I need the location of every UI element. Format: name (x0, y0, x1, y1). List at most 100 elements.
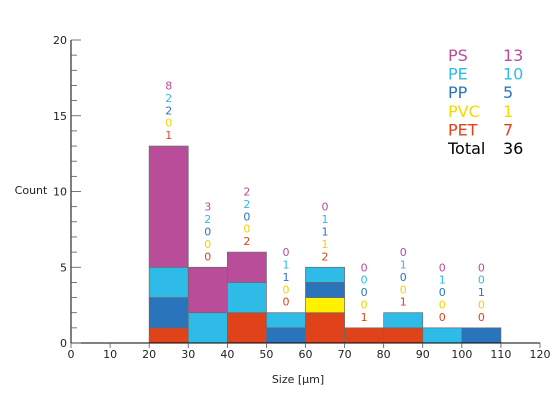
x-tick-label-100: 100 (451, 348, 472, 361)
count-label-pet-40: 2 (243, 235, 250, 248)
count-label-pet-30: 0 (204, 250, 211, 263)
count-label-pp-40: 0 (243, 210, 250, 223)
count-label-pet-90: 0 (439, 311, 446, 324)
count-label-pp-70: 0 (361, 286, 368, 299)
count-label-pp-80: 0 (400, 271, 407, 284)
count-label-pvc-50: 0 (282, 283, 289, 296)
count-label-pet-80: 1 (400, 296, 407, 309)
count-label-pvc-80: 0 (400, 283, 407, 296)
bar-pe-20 (148, 266, 189, 298)
legend-name-pet: PET (448, 120, 478, 139)
count-label-ps-80: 0 (400, 246, 407, 259)
bar-pe-30 (187, 312, 228, 344)
bar-pe-50 (266, 312, 306, 329)
bar-ps-40 (226, 251, 267, 283)
count-label-pe-100: 0 (478, 274, 485, 287)
x-tick-label-40: 40 (220, 348, 234, 361)
bar-pp-60 (305, 282, 345, 298)
bar-pp-20 (148, 297, 189, 329)
count-label-pp-50: 1 (282, 271, 289, 284)
legend-name-ps: PS (448, 46, 468, 65)
count-label-pe-70: 0 (361, 274, 368, 287)
count-label-pe-90: 1 (439, 274, 446, 287)
x-tick-label-90: 90 (416, 348, 430, 361)
count-label-pp-20: 2 (165, 104, 172, 117)
legend-name-pe: PE (448, 65, 468, 84)
x-tick-label-70: 70 (338, 348, 352, 361)
count-label-pe-80: 1 (400, 259, 407, 272)
bar-pp-50 (266, 327, 306, 344)
bar-pet-60 (305, 312, 345, 344)
count-label-pe-40: 2 (243, 198, 250, 211)
y-tick-label-10: 10 (53, 186, 67, 199)
legend-name-pp: PP (448, 83, 468, 102)
y-tick-label-0: 0 (60, 337, 67, 350)
count-label-pvc-20: 0 (165, 117, 172, 130)
bar-pet-70 (344, 327, 385, 344)
count-label-pe-20: 2 (165, 92, 172, 105)
x-tick-label-60: 60 (299, 348, 313, 361)
y-tick-label-15: 15 (53, 110, 67, 123)
bar-ps-30 (187, 266, 228, 314)
legend: PS 13 PE 10 PP 5 PVC 1 PET 7 Total 36 (447, 46, 523, 158)
count-label-ps-40: 2 (243, 186, 250, 199)
legend-name-pvc: PVC (448, 102, 480, 121)
count-label-pvc-90: 0 (439, 298, 446, 311)
bar-pe-40 (226, 282, 267, 314)
count-label-pvc-30: 0 (204, 238, 211, 251)
count-label-pe-50: 1 (282, 259, 289, 272)
legend-count-pet: 7 (503, 120, 513, 139)
legend-count-total: 36 (503, 139, 523, 158)
count-label-pet-100: 0 (478, 311, 485, 324)
bar-pp-100 (461, 327, 502, 344)
bin-count-labels: 8220132000220020110001112000010100101000… (165, 79, 485, 323)
y-tick-label-20: 20 (53, 34, 67, 47)
x-tick-label-110: 110 (490, 348, 511, 361)
count-label-pvc-60: 1 (322, 238, 329, 251)
x-tick-label-10: 10 (103, 348, 117, 361)
count-label-ps-100: 0 (478, 261, 485, 274)
x-tick-label-50: 50 (259, 348, 273, 361)
bar-pet-40 (226, 312, 267, 344)
count-label-ps-60: 0 (322, 201, 329, 214)
count-label-pet-20: 1 (165, 129, 172, 142)
count-label-ps-50: 0 (282, 246, 289, 259)
legend-count-ps: 13 (503, 46, 523, 65)
bar-pvc-60 (305, 297, 345, 314)
legend-count-pvc: 1 (503, 102, 513, 121)
count-label-ps-90: 0 (439, 261, 446, 274)
y-axis-label: Count (15, 184, 48, 197)
bar-pet-80 (383, 327, 424, 344)
count-label-pet-50: 0 (282, 296, 289, 309)
bar-pet-20 (148, 327, 189, 344)
count-label-ps-30: 3 (204, 201, 211, 214)
count-label-pet-70: 1 (361, 311, 368, 324)
count-label-ps-70: 0 (361, 261, 368, 274)
count-label-ps-20: 8 (165, 79, 172, 92)
count-label-pvc-40: 0 (243, 223, 250, 236)
x-tick-label-80: 80 (377, 348, 391, 361)
legend-count-pe: 10 (503, 65, 523, 84)
count-label-pp-90: 0 (439, 286, 446, 299)
bars-layer (148, 145, 502, 344)
x-tick-label-0: 0 (68, 348, 75, 361)
x-tick-label-20: 20 (142, 348, 156, 361)
count-label-pe-60: 1 (322, 213, 329, 226)
x-axis-label: Size [µm] (272, 373, 324, 386)
count-label-pp-60: 1 (322, 225, 329, 238)
y-tick-label-5: 5 (60, 261, 67, 274)
bar-pe-90 (422, 327, 463, 344)
bar-ps-20 (148, 145, 189, 268)
count-label-pvc-100: 0 (478, 298, 485, 311)
bar-pe-80 (383, 312, 424, 329)
count-label-pp-30: 0 (204, 225, 211, 238)
x-tick-label-30: 30 (181, 348, 195, 361)
bar-pe-60 (305, 266, 345, 283)
x-tick-label-120: 120 (530, 348, 551, 361)
legend-name-total: Total (447, 139, 485, 158)
legend-count-pp: 5 (503, 83, 513, 102)
count-label-pet-60: 2 (322, 250, 329, 263)
count-label-pp-100: 1 (478, 286, 485, 299)
